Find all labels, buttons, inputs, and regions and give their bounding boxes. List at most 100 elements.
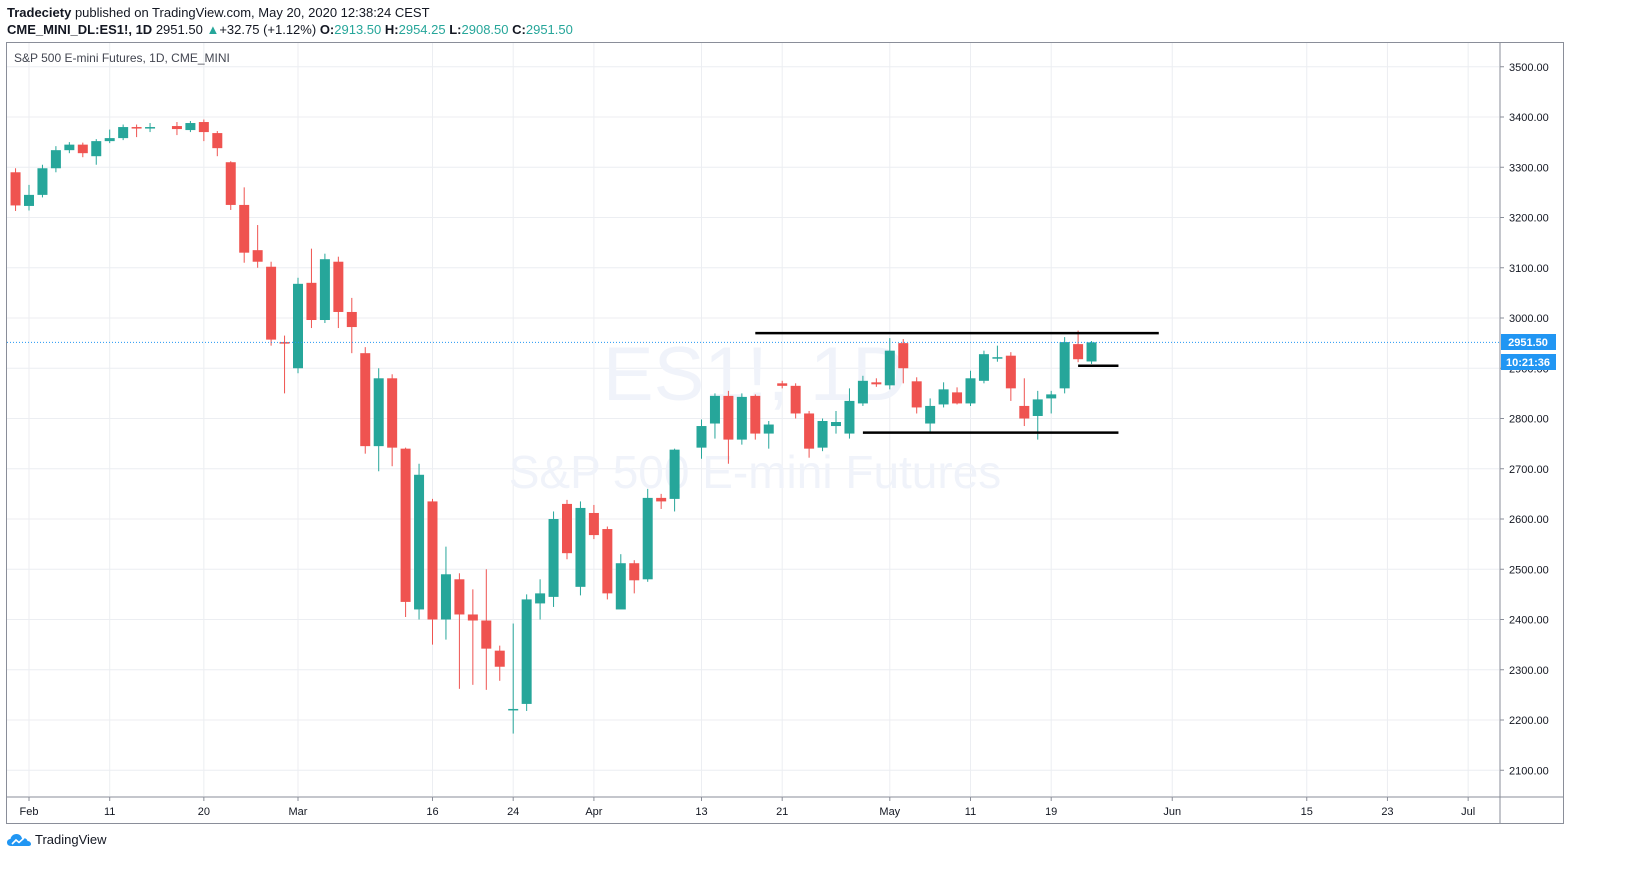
candle[interactable] (1073, 330, 1084, 363)
candle-body (548, 519, 559, 597)
candle[interactable] (360, 347, 371, 454)
candle-body (1073, 344, 1084, 360)
time-tick-label: Feb (20, 806, 39, 818)
candle[interactable] (77, 142, 88, 158)
candle-body (131, 127, 142, 129)
candle[interactable] (319, 253, 330, 324)
candle[interactable] (212, 131, 223, 157)
candle[interactable] (871, 378, 882, 387)
candle-body (212, 133, 223, 149)
candle[interactable] (414, 463, 425, 620)
candle[interactable] (508, 623, 519, 734)
candle[interactable] (911, 377, 922, 414)
candle[interactable] (467, 589, 478, 685)
candle[interactable] (925, 398, 936, 434)
candle[interactable] (857, 375, 868, 406)
candle[interactable] (306, 248, 317, 329)
candle[interactable] (831, 410, 841, 434)
candle[interactable] (602, 526, 613, 600)
candle[interactable] (37, 164, 48, 198)
candle[interactable] (790, 383, 801, 419)
candle[interactable] (118, 124, 129, 141)
chart-frame[interactable] (6, 42, 1564, 824)
candle[interactable] (1046, 390, 1057, 414)
candle[interactable] (656, 493, 667, 509)
candle[interactable] (64, 142, 75, 154)
candle[interactable] (145, 123, 156, 133)
candle[interactable] (709, 393, 720, 439)
candle[interactable] (346, 297, 357, 354)
open-label: O: (319, 22, 335, 37)
candle-body (804, 413, 815, 449)
candle-body (64, 144, 75, 151)
candle[interactable] (521, 594, 532, 711)
candle-body (736, 396, 747, 440)
candle[interactable] (427, 498, 438, 645)
candle[interactable] (1005, 352, 1016, 401)
candle[interactable] (723, 390, 734, 464)
candle[interactable] (629, 560, 640, 594)
candle[interactable] (279, 335, 290, 394)
candle[interactable] (750, 394, 761, 440)
candle-body (145, 127, 156, 129)
candle[interactable] (266, 261, 277, 346)
price-tick-label: 2400.00 (1509, 615, 1549, 627)
candle[interactable] (669, 448, 680, 512)
candle[interactable] (642, 488, 653, 582)
candle[interactable] (615, 554, 626, 610)
candle-body (1059, 342, 1070, 389)
candle[interactable] (239, 187, 250, 263)
candle[interactable] (293, 277, 303, 374)
candle-body (1046, 394, 1057, 399)
candle[interactable] (225, 161, 236, 210)
candle[interactable] (898, 339, 909, 384)
tradingview-brand: TradingView (35, 832, 107, 847)
candle[interactable] (198, 119, 209, 142)
candle[interactable] (952, 387, 963, 405)
candle[interactable] (562, 499, 572, 560)
candle[interactable] (400, 447, 411, 617)
candle[interactable] (817, 418, 828, 452)
candle[interactable] (494, 645, 505, 681)
candle[interactable] (333, 256, 344, 329)
candle[interactable] (387, 374, 398, 467)
candle[interactable] (884, 338, 895, 390)
candle[interactable] (481, 569, 492, 690)
candle[interactable] (24, 184, 34, 211)
candle[interactable] (440, 546, 451, 640)
candle[interactable] (736, 393, 747, 445)
candle[interactable] (1086, 340, 1097, 364)
candle-body (360, 353, 371, 447)
candle-body (319, 259, 330, 321)
candle[interactable] (978, 350, 989, 384)
candle[interactable] (1059, 337, 1070, 394)
candle[interactable] (763, 421, 774, 449)
candle[interactable] (804, 410, 815, 458)
candle[interactable] (548, 511, 559, 607)
candle[interactable] (171, 122, 182, 136)
ohlc-header: CME_MINI_DL:ES1!, 1D 2951.50 ▲+32.75 (+1… (7, 22, 573, 37)
candle[interactable] (696, 419, 707, 459)
candle[interactable] (252, 225, 263, 268)
candle[interactable] (185, 121, 196, 133)
candle[interactable] (91, 139, 102, 165)
candle[interactable] (965, 370, 976, 406)
candle[interactable] (10, 168, 21, 211)
tradingview-logo[interactable]: TradingView (7, 832, 107, 847)
candle[interactable] (50, 146, 61, 173)
candle[interactable] (535, 579, 546, 620)
candle[interactable] (454, 573, 465, 689)
candle[interactable] (1019, 378, 1030, 427)
candle[interactable] (777, 380, 788, 389)
candle[interactable] (992, 345, 1003, 362)
candle-body (37, 168, 48, 195)
candle[interactable] (373, 368, 384, 472)
candle[interactable] (575, 501, 586, 596)
candle[interactable] (938, 382, 949, 408)
price-tick-label: 3200.00 (1509, 213, 1549, 225)
candle[interactable] (588, 504, 599, 540)
candle[interactable] (131, 124, 142, 138)
candle[interactable] (844, 388, 855, 439)
candle[interactable] (104, 129, 115, 144)
